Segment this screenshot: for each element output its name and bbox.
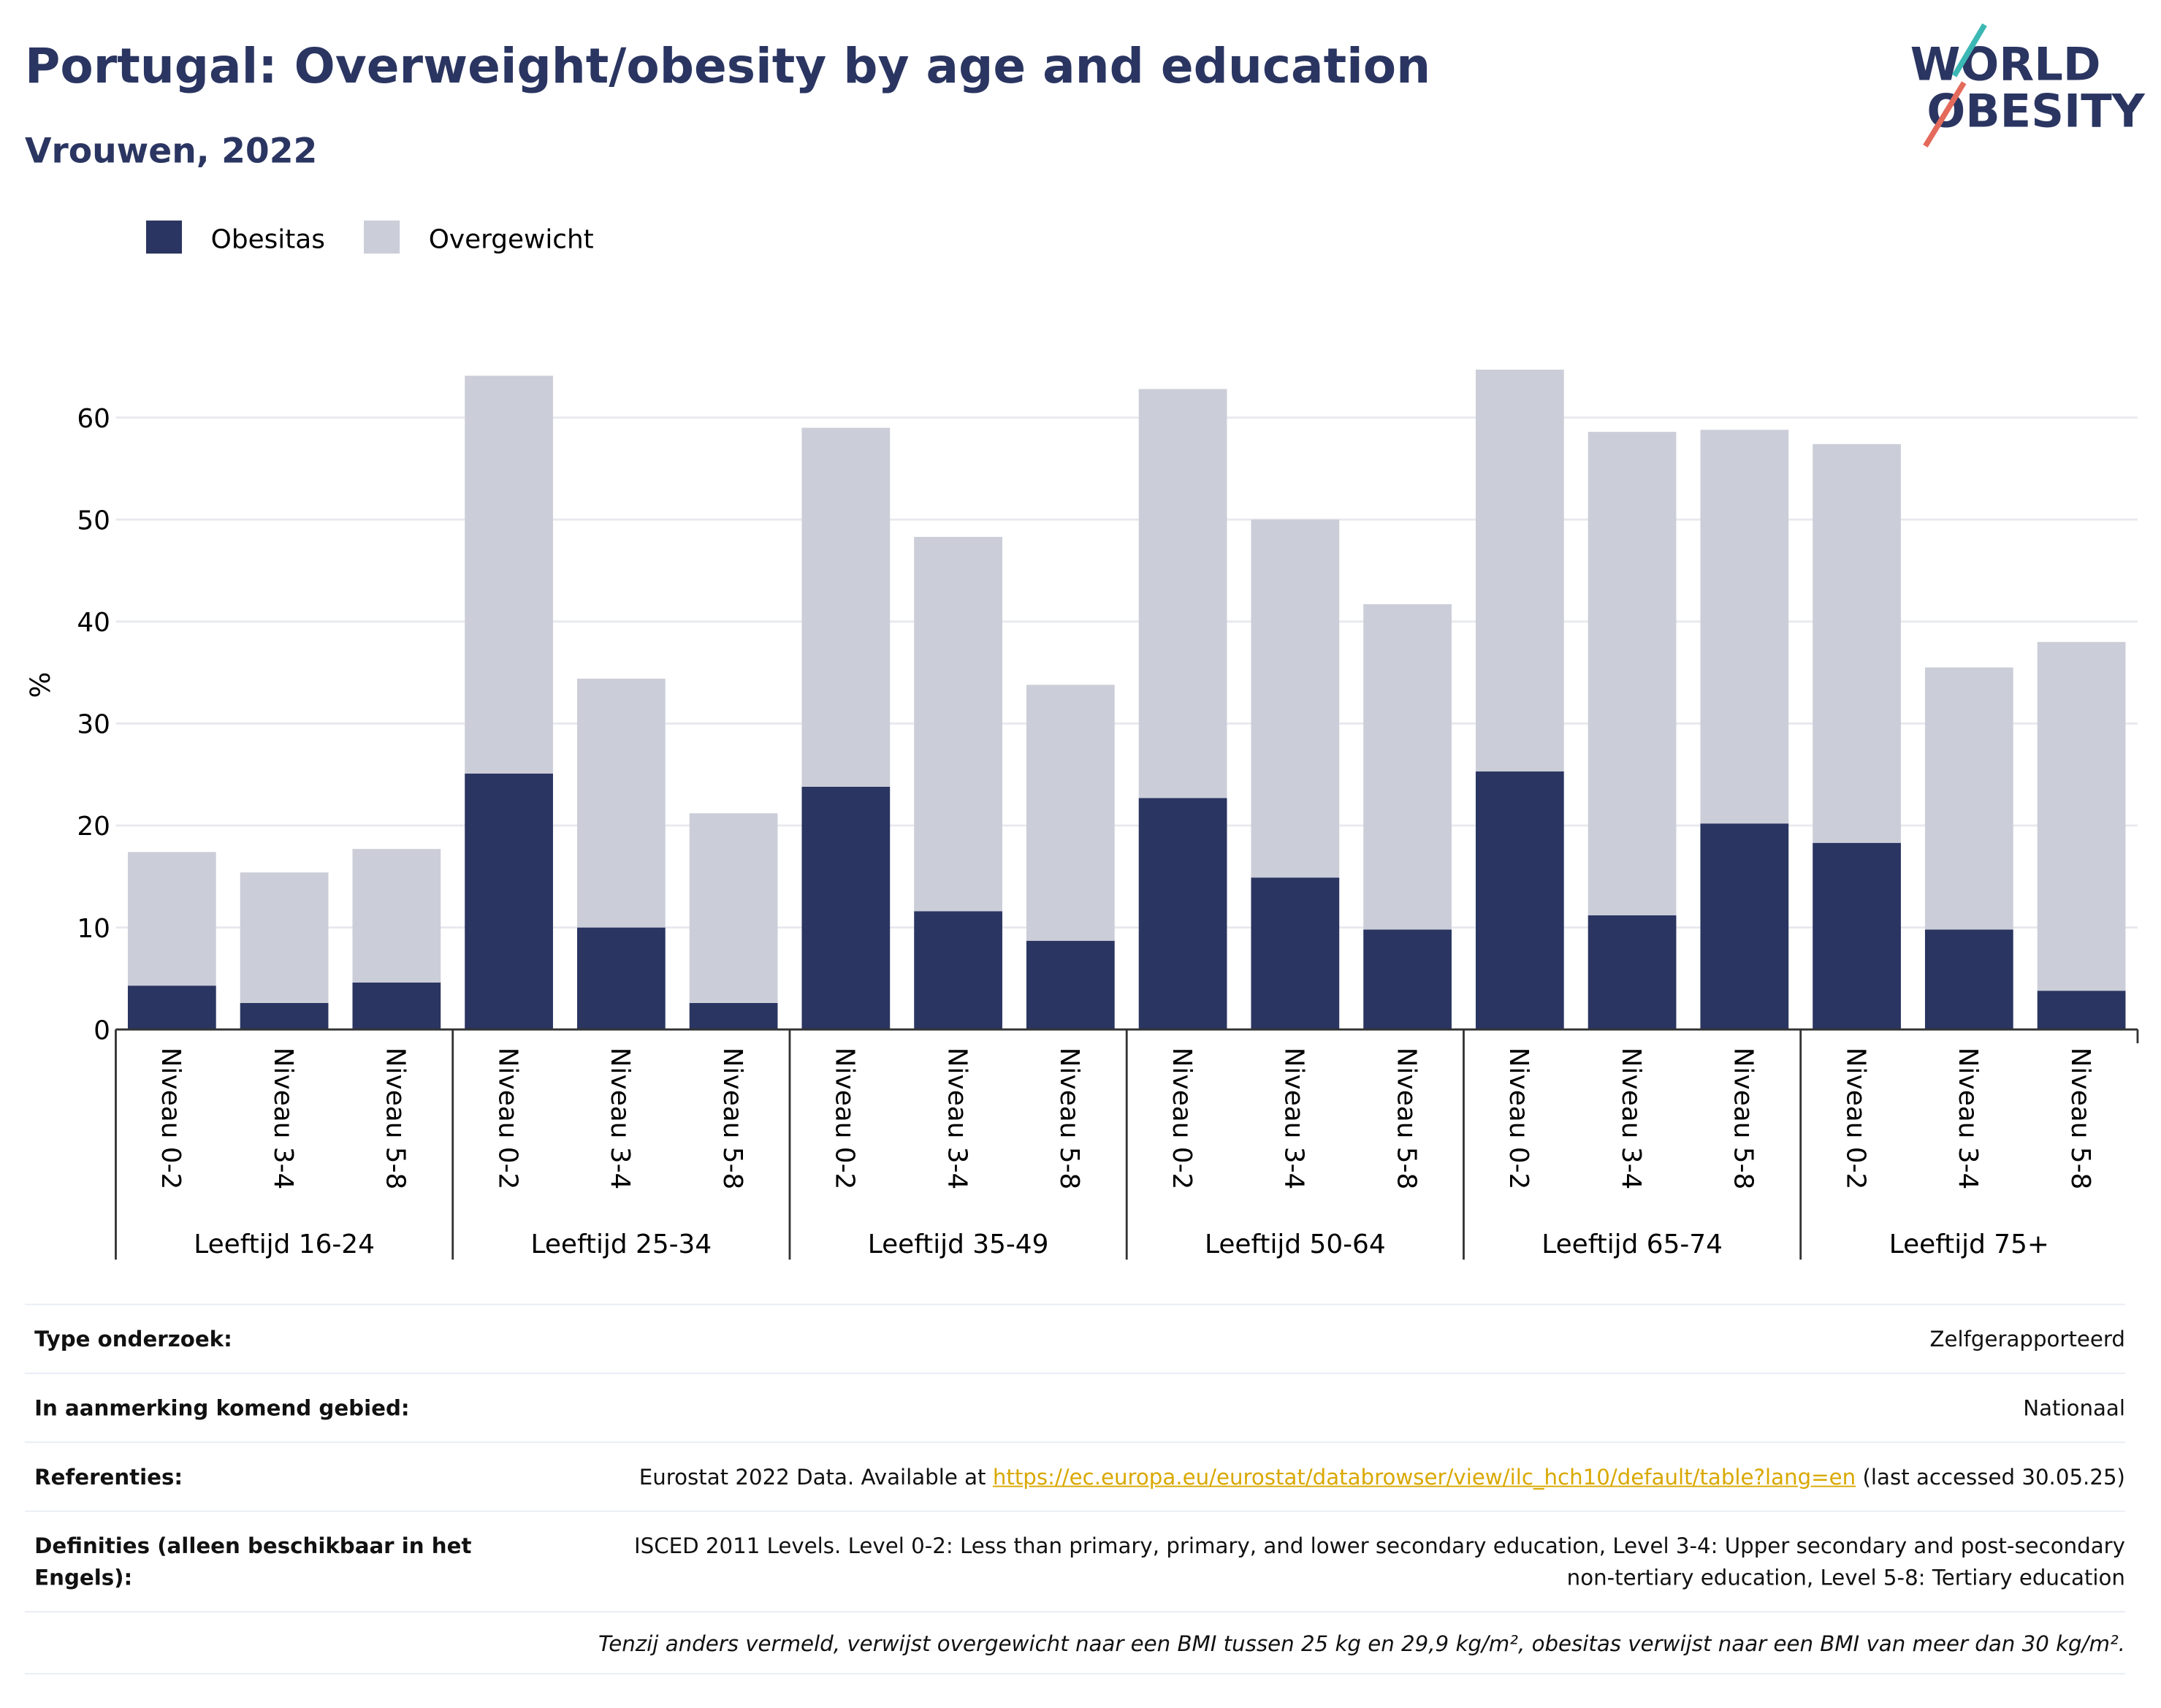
- y-tick-label: 20: [77, 812, 110, 842]
- legend-swatch: [364, 220, 400, 254]
- bar-segment: [2037, 641, 2126, 991]
- x-tick-label: Niveau 5-8: [2065, 1048, 2095, 1190]
- y-axis-label: %: [24, 672, 56, 698]
- table-row: Type onderzoek: Zelfgerapporteerd: [24, 1303, 2125, 1373]
- bar-segment: [1475, 369, 1564, 772]
- logo-slash: [1951, 23, 1987, 77]
- row-label: Referenties:: [34, 1465, 183, 1490]
- group-label: Leeftijd 25-34: [531, 1229, 712, 1259]
- x-tick-label: Niveau 3-4: [1279, 1048, 1309, 1190]
- x-tick-label: Niveau 0-2: [830, 1048, 860, 1190]
- bar-segment: [127, 852, 216, 986]
- row-label: Definities (alleen beschikbaar in het En…: [34, 1533, 472, 1591]
- bar-segment: [1475, 771, 1564, 1030]
- y-tick-label: 60: [77, 404, 110, 434]
- bar-segment: [1813, 842, 1901, 1030]
- x-tick-label: Niveau 3-4: [268, 1048, 298, 1190]
- bar-segment: [689, 1002, 778, 1030]
- footnote: Tenzij anders vermeld, verwijst overgewi…: [24, 1611, 2125, 1675]
- logo-text: OBESITY: [1926, 85, 2145, 138]
- x-tick-label: Niveau 0-2: [1503, 1048, 1533, 1190]
- x-tick-label: Niveau 5-8: [381, 1048, 411, 1190]
- x-tick-label: Niveau 0-2: [156, 1048, 186, 1190]
- bar-segment: [352, 849, 441, 983]
- x-tick-label: Niveau 0-2: [1840, 1048, 1870, 1190]
- x-tick-label: Niveau 3-4: [942, 1048, 972, 1190]
- bar-segment: [1251, 877, 1340, 1030]
- bar-segment: [1026, 685, 1115, 941]
- bar-segment: [127, 985, 216, 1030]
- bar-segment: [1138, 389, 1227, 798]
- ref-link[interactable]: https://ec.europa.eu/eurostat/databrowse…: [992, 1465, 1856, 1490]
- info-table: Type onderzoek: Zelfgerapporteerd In aanme…: [24, 1303, 2125, 1675]
- legend-swatch: [145, 220, 183, 254]
- bar-segment: [1700, 823, 1789, 1030]
- row-value: Nationaal: [2023, 1396, 2125, 1421]
- group-label: Leeftijd 75+: [1889, 1229, 2049, 1259]
- bar-segment: [1588, 432, 1677, 915]
- ref-text: Eurostat 2022 Data. Available at: [639, 1465, 986, 1490]
- bar-segment: [2037, 991, 2126, 1030]
- x-tick-label: Niveau 0-2: [492, 1048, 522, 1190]
- bar-segment: [1924, 929, 2013, 1030]
- bar-segment: [1588, 915, 1677, 1030]
- bar-segment: [240, 1002, 329, 1030]
- x-tick-label: Niveau 5-8: [1391, 1048, 1421, 1190]
- logo-text: WORLD: [1910, 37, 2101, 91]
- group-label: Leeftijd 16-24: [194, 1229, 375, 1259]
- y-tick-label: 10: [77, 914, 110, 944]
- x-tick-label: Niveau 5-8: [1054, 1048, 1084, 1190]
- y-tick-label: 30: [77, 710, 110, 740]
- bar-segment: [465, 773, 553, 1030]
- y-tick-label: 0: [94, 1015, 110, 1045]
- chart-title: Portugal: Overweight/obesity by age and …: [25, 38, 1430, 94]
- x-tick-label: Niveau 0-2: [1167, 1048, 1197, 1190]
- bar-segment: [1363, 604, 1452, 930]
- table-row: Referenties: Eurostat 2022 Data. Availabl…: [24, 1441, 2125, 1510]
- bar-segment: [914, 911, 1002, 1030]
- x-tick-label: Niveau 3-4: [605, 1048, 635, 1190]
- x-tick-label: Niveau 5-8: [717, 1048, 747, 1190]
- bar-segment: [689, 813, 778, 1003]
- x-tick-label: Niveau 3-4: [1953, 1048, 1983, 1190]
- bar-segment: [801, 786, 891, 1030]
- bar-segment: [914, 536, 1002, 912]
- bar-segment: [465, 375, 553, 774]
- group-label: Leeftijd 50-64: [1205, 1229, 1386, 1259]
- x-tick-label: Niveau 5-8: [1729, 1048, 1758, 1190]
- row-label: Type onderzoek:: [34, 1327, 232, 1352]
- bar-segment: [1026, 940, 1115, 1030]
- y-tick-label: 40: [77, 608, 110, 638]
- bar-segment: [576, 927, 666, 1030]
- bar-segment: [576, 678, 666, 928]
- bar-segment: [1251, 519, 1340, 878]
- row-value: ISCED 2011 Levels. Level 0-2: Less than …: [634, 1533, 2125, 1591]
- logo-slash: [1923, 81, 1967, 148]
- row-label: In aanmerking komend gebied:: [34, 1396, 410, 1421]
- bar-segment: [1700, 430, 1789, 824]
- row-value: Eurostat 2022 Data. Available at https:/…: [639, 1463, 2125, 1494]
- bar-segment: [1363, 929, 1452, 1030]
- group-label: Leeftijd 65-74: [1541, 1229, 1723, 1259]
- bar-segment: [1138, 798, 1227, 1030]
- bar-segment: [801, 427, 891, 787]
- legend-label: Obesitas: [211, 225, 325, 255]
- bar-segment: [1813, 443, 1901, 843]
- y-tick-label: 50: [77, 506, 110, 535]
- table-row: Definities (alleen beschikbaar in het En…: [24, 1510, 2125, 1612]
- bar-segment: [1924, 667, 2013, 930]
- chart-subtitle: Vrouwen, 2022: [25, 131, 317, 172]
- table-row: In aanmerking komend gebied: Nationaal: [24, 1372, 2125, 1441]
- x-tick-label: Niveau 3-4: [1616, 1048, 1646, 1190]
- chart: Portugal: Overweight/obesity by age and …: [24, 23, 2146, 1260]
- ref-text: (last accessed 30.05.25): [1862, 1465, 2125, 1490]
- bar-segment: [240, 872, 329, 1003]
- bar-segment: [352, 982, 441, 1030]
- legend-label: Overgewicht: [429, 225, 594, 255]
- row-value: Zelfgerapporteerd: [1929, 1327, 2125, 1352]
- group-label: Leeftijd 35-49: [868, 1229, 1049, 1259]
